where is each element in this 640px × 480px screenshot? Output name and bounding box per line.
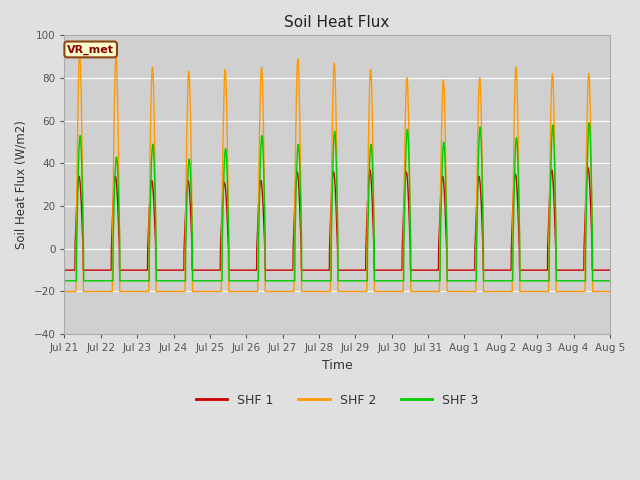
SHF 2	[636, 288, 640, 294]
Text: VR_met: VR_met	[67, 44, 114, 55]
SHF 2	[481, 288, 489, 294]
SHF 1	[554, 267, 561, 273]
SHF 2	[61, 288, 68, 294]
SHF 2	[430, 288, 438, 294]
SHF 3	[430, 278, 438, 284]
SHF 3	[518, 278, 526, 284]
Title: Soil Heat Flux: Soil Heat Flux	[284, 15, 390, 30]
SHF 3	[554, 278, 561, 284]
Line: SHF 3: SHF 3	[65, 123, 640, 281]
SHF 2	[180, 288, 188, 294]
SHF 2	[518, 288, 526, 294]
Legend: SHF 1, SHF 2, SHF 3: SHF 1, SHF 2, SHF 3	[191, 389, 484, 411]
SHF 1	[180, 267, 188, 273]
SHF 1	[61, 267, 68, 273]
Line: SHF 1: SHF 1	[65, 168, 640, 270]
SHF 1	[481, 267, 489, 273]
SHF 1	[584, 165, 592, 170]
SHF 3	[481, 278, 489, 284]
SHF 1	[430, 267, 438, 273]
SHF 1	[636, 267, 640, 273]
Y-axis label: Soil Heat Flux (W/m2): Soil Heat Flux (W/m2)	[15, 120, 28, 249]
SHF 3	[586, 120, 593, 126]
SHF 2	[76, 52, 84, 58]
SHF 3	[180, 278, 188, 284]
SHF 1	[518, 267, 526, 273]
Line: SHF 2: SHF 2	[65, 55, 640, 291]
X-axis label: Time: Time	[322, 359, 353, 372]
SHF 3	[636, 278, 640, 284]
SHF 2	[554, 288, 561, 294]
SHF 3	[61, 278, 68, 284]
